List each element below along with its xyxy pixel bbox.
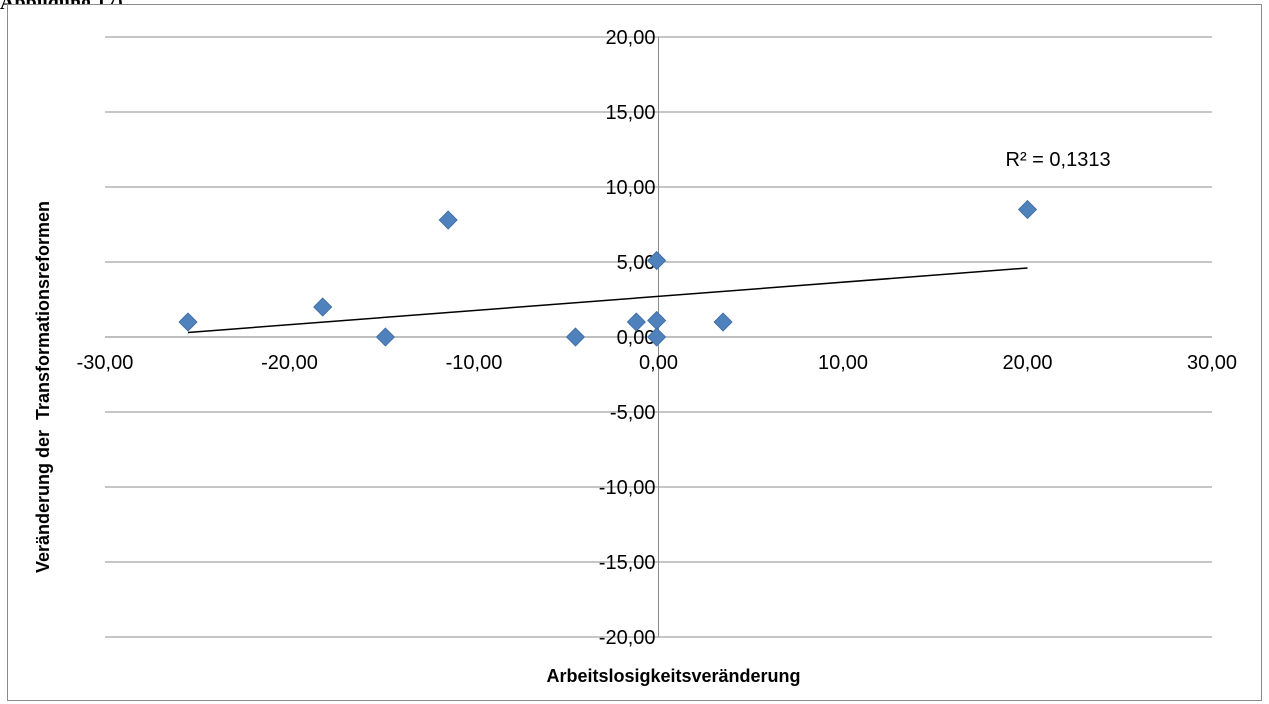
- x-tick-label: 30,00: [1187, 352, 1237, 374]
- y-tick-label: -5,00: [610, 402, 656, 424]
- scatter-chart: 20,00 15,00 10,00 5,00 0,00 -5,00 -10,00 -15,00…: [33, 27, 1237, 686]
- data-point-diamond: [565, 327, 586, 347]
- data-point-diamond: [438, 210, 458, 230]
- data-point-diamond: [647, 250, 667, 271]
- x-tick-label: -20,00: [261, 352, 318, 374]
- x-axis-title: Arbeitslosigkeitsveränderung: [546, 666, 800, 686]
- data-point-diamond: [626, 312, 646, 332]
- y-tick-label: -20,00: [599, 627, 656, 649]
- data-point-diamond: [375, 327, 396, 347]
- data-point-diamond: [313, 297, 333, 317]
- y-tick-label: 5,00: [617, 252, 656, 274]
- data-point-diamond: [178, 312, 198, 332]
- data-point-diamond: [713, 312, 733, 332]
- r-squared-label: R² = 0,1313: [1006, 149, 1111, 171]
- data-point-diamond: [647, 327, 667, 347]
- x-tick-label: 0,00: [639, 352, 678, 374]
- x-tick-label: -10,00: [446, 352, 503, 374]
- x-tick-label: 10,00: [818, 352, 868, 374]
- y-axis-title: Veränderung der Transformationsreformen: [33, 201, 53, 573]
- y-tick-label: 10,00: [605, 177, 655, 199]
- trendline: [187, 267, 1028, 334]
- data-point-diamond: [1017, 199, 1038, 220]
- y-tick-label: 15,00: [605, 102, 655, 124]
- x-tick-label: -30,00: [77, 352, 134, 374]
- x-tick-label: 20,00: [1002, 352, 1052, 374]
- y-tick-label: -10,00: [599, 477, 656, 499]
- y-tick-label: 20,00: [605, 27, 655, 49]
- chart-area: 20,00 15,00 10,00 5,00 0,00 -5,00 -10,00 -15,00…: [7, 4, 1262, 701]
- y-tick-label: 0,00: [617, 327, 656, 349]
- y-tick-label: -15,00: [599, 552, 656, 574]
